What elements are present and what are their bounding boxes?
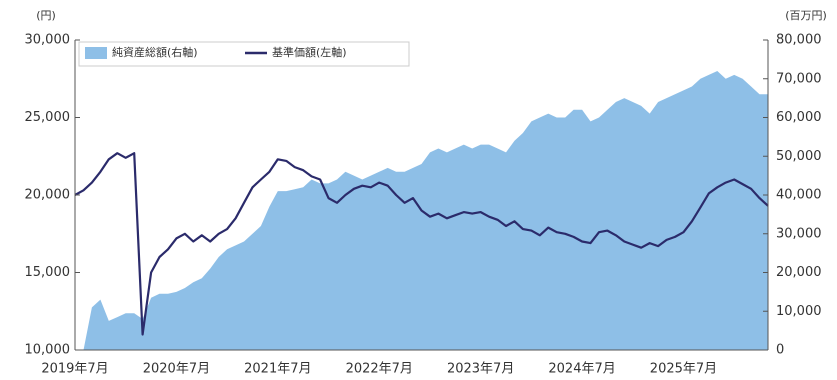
- x-tick-label: 2021年7月: [244, 362, 311, 377]
- y2-axis-unit: (百万円): [785, 9, 827, 22]
- legend-label: 基準価額(左軸): [272, 45, 347, 59]
- legend-swatch: [85, 47, 107, 59]
- legend-label: 純資産総額(右軸): [112, 45, 198, 59]
- nav-line: [74, 152, 769, 336]
- y-tick-label: 15,000: [25, 265, 71, 280]
- x-tick-label: 2025年7月: [650, 362, 717, 377]
- y2-tick-label: 50,000: [776, 149, 822, 164]
- x-tick-label: 2022年7月: [346, 362, 413, 377]
- legend-box: [78, 41, 410, 67]
- y2-tick-label: 70,000: [776, 71, 822, 86]
- y2-tick-label: 60,000: [776, 110, 822, 125]
- y-tick-label: 10,000: [25, 343, 71, 358]
- y2-tick-label: 40,000: [776, 188, 822, 203]
- x-tick-label: 2024年7月: [548, 362, 615, 377]
- y-tick-label: 30,000: [25, 33, 71, 48]
- x-tick-label: 2023年7月: [447, 362, 514, 377]
- x-tick-label: 2019年7月: [41, 362, 108, 377]
- y2-tick-label: 30,000: [776, 226, 822, 241]
- y-tick-label: 20,000: [25, 188, 71, 203]
- y-axis-unit: (円): [36, 9, 56, 22]
- y2-tick-label: 80,000: [776, 33, 822, 48]
- y2-tick-label: 20,000: [776, 265, 822, 280]
- x-tick-label: 2020年7月: [143, 362, 210, 377]
- y2-tick-label: 0: [776, 343, 784, 358]
- y-tick-label: 25,000: [25, 110, 71, 125]
- y2-tick-label: 10,000: [776, 304, 822, 319]
